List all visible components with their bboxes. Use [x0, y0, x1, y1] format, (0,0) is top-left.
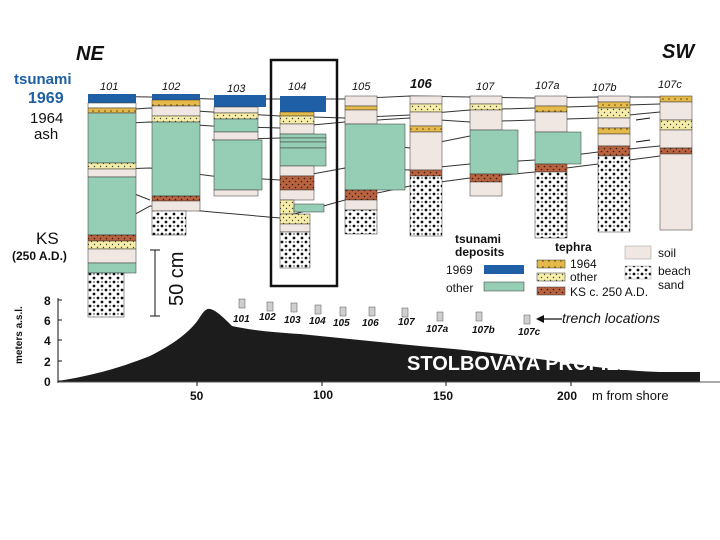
- legend-sand-label: sand: [658, 278, 684, 292]
- profile-label-107b: 107b: [472, 325, 495, 336]
- x-tick-200: 200: [557, 389, 577, 403]
- trench-label-101: 101: [100, 81, 118, 93]
- trench-label-107a: 107a: [535, 80, 559, 92]
- trench-locations-label: trench locations: [562, 310, 660, 326]
- trench-label-102: 102: [162, 81, 180, 93]
- legend-other-tephra-swatch: [536, 272, 566, 282]
- y-tick-6: 6: [44, 314, 51, 328]
- tsunami-label: tsunami: [14, 71, 72, 88]
- legend-soil-swatch: [624, 245, 652, 260]
- trench-label-105: 105: [352, 81, 371, 93]
- trench-labels: 101 102 103 104 105 106 107 107a 107b 10…: [100, 76, 682, 95]
- profile-title: STOLBOVAYA PROFILE 1: [407, 353, 649, 375]
- profile-label-103: 103: [284, 315, 301, 326]
- trench-label-103: 103: [227, 83, 246, 95]
- direction-sw-label: SW: [662, 41, 696, 63]
- x-axis-label: m from shore: [592, 388, 669, 403]
- legend-other-tsunami-swatch: [483, 281, 525, 292]
- ks-age-label: (250 A.D.): [12, 249, 67, 263]
- legend-beach-label: beach: [658, 264, 691, 278]
- y-tick-0: 0: [44, 375, 51, 389]
- trench-101-column: [87, 94, 137, 318]
- trench-103-column: [213, 95, 266, 197]
- legend-ks-label: KS c. 250 A.D.: [570, 285, 648, 299]
- trench-label-107c: 107c: [658, 79, 682, 91]
- year-1964-label: 1964: [30, 110, 63, 127]
- trench-107a-column: [534, 95, 582, 239]
- legend-1969-label: 1969: [446, 263, 473, 277]
- profile-label-104: 104: [309, 316, 326, 327]
- legend-1964-swatch: [536, 259, 566, 269]
- legend-other-tephra-label: other: [570, 270, 597, 284]
- trench-label-106: 106: [410, 76, 432, 91]
- scale-bar-label: 50 cm: [166, 252, 188, 306]
- trench-107b-column: [597, 95, 631, 233]
- legend-ks-swatch: [536, 286, 566, 296]
- profile-label-107c: 107c: [518, 327, 541, 338]
- y-tick-4: 4: [44, 334, 51, 348]
- trench-107c-column: [659, 95, 693, 231]
- x-tick-150: 150: [433, 389, 453, 403]
- legend-deposits-heading: deposits: [455, 245, 505, 259]
- y-axis-label: meters a.s.l.: [14, 306, 25, 364]
- legend: tsunami deposits 1969 other tephra 1964 …: [446, 232, 691, 299]
- arrow-head-icon: [536, 315, 544, 323]
- ash-label: ash: [34, 126, 58, 143]
- profile-chart: 8 6 4 2 0 meters a.s.l. 101 102 103 104 …: [14, 294, 720, 403]
- legend-tsunami-heading: tsunami: [455, 232, 501, 246]
- trench-102-column: [151, 94, 201, 236]
- legend-tephra-heading: tephra: [555, 240, 592, 254]
- y-tick-2: 2: [44, 355, 51, 369]
- profile-label-107a: 107a: [426, 324, 449, 335]
- profile-label-106: 106: [362, 318, 379, 329]
- trench-106-column: [409, 95, 443, 237]
- trench-label-104: 104: [288, 81, 306, 93]
- legend-other-tsunami-label: other: [446, 281, 473, 295]
- trench-markers: [238, 298, 531, 325]
- direction-ne-label: NE: [76, 43, 104, 65]
- trench-label-107: 107: [476, 81, 495, 93]
- x-tick-50: 50: [190, 389, 204, 403]
- legend-soil-label: soil: [658, 246, 676, 260]
- legend-1964-label: 1964: [570, 257, 597, 271]
- marker-arrows: [635, 117, 651, 143]
- year-1969-label: 1969: [28, 90, 64, 107]
- profile-label-101: 101: [233, 314, 250, 325]
- profile-label-107: 107: [398, 317, 415, 328]
- legend-beach-swatch: [624, 265, 652, 280]
- trench-104-highlight-box: [269, 58, 339, 288]
- y-tick-8: 8: [44, 294, 51, 308]
- trench-104-column: [279, 96, 327, 269]
- profile-label-102: 102: [259, 312, 276, 323]
- scale-bar: 50 cm: [150, 249, 188, 317]
- trench-107-column: [469, 95, 519, 197]
- profile-label-105: 105: [333, 318, 350, 329]
- x-tick-100: 100: [313, 388, 333, 402]
- ks-label: KS: [36, 229, 59, 248]
- trench-label-107b: 107b: [592, 82, 616, 94]
- trench-105-column: [344, 95, 406, 235]
- legend-1969-swatch: [484, 265, 524, 274]
- terrain-profile: [58, 308, 700, 382]
